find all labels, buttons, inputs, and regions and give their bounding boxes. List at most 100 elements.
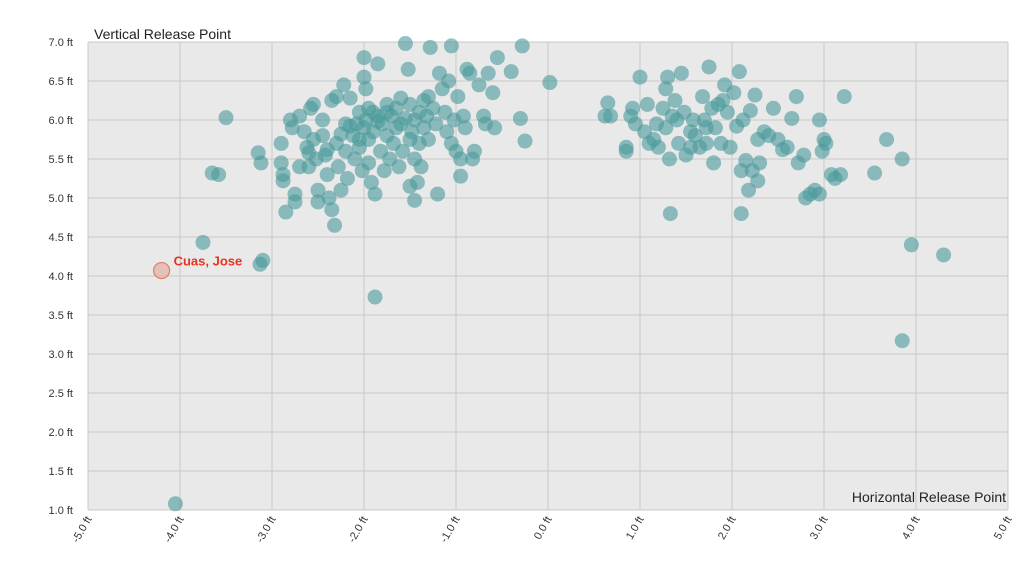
data-point[interactable] (894, 151, 910, 167)
data-point[interactable] (722, 139, 738, 155)
data-point[interactable] (356, 69, 372, 85)
data-point[interactable] (683, 139, 699, 155)
data-point[interactable] (639, 96, 655, 112)
data-point[interactable] (342, 90, 358, 106)
data-point[interactable] (489, 50, 505, 66)
data-point[interactable] (453, 168, 469, 184)
data-point[interactable] (457, 120, 473, 136)
data-point[interactable] (397, 36, 413, 52)
data-point[interactable] (218, 110, 234, 126)
data-point[interactable] (788, 89, 804, 105)
data-point[interactable] (632, 69, 648, 85)
data-point[interactable] (517, 133, 533, 149)
data-point[interactable] (211, 167, 227, 183)
data-point[interactable] (453, 151, 469, 167)
data-point[interactable] (811, 112, 827, 128)
data-point[interactable] (253, 155, 269, 171)
data-point[interactable] (658, 81, 674, 97)
data-point[interactable] (409, 174, 425, 190)
data-point[interactable] (305, 96, 321, 112)
data-point[interactable] (503, 64, 519, 80)
data-point[interactable] (903, 237, 919, 253)
data-point[interactable] (428, 116, 444, 132)
data-point[interactable] (339, 171, 355, 186)
data-point[interactable] (480, 65, 496, 81)
data-point[interactable] (328, 89, 344, 105)
data-point[interactable] (416, 120, 432, 136)
data-point[interactable] (514, 38, 530, 54)
data-point[interactable] (395, 143, 411, 159)
data-point[interactable] (450, 89, 466, 105)
data-point[interactable] (779, 139, 795, 155)
data-point[interactable] (284, 120, 300, 136)
data-point[interactable] (167, 496, 183, 512)
data-point[interactable] (315, 128, 331, 144)
data-point[interactable] (301, 145, 317, 161)
data-point[interactable] (370, 114, 386, 130)
data-point[interactable] (367, 289, 383, 305)
data-point[interactable] (833, 167, 849, 183)
data-point[interactable] (441, 73, 457, 89)
data-point[interactable] (400, 61, 416, 77)
data-point[interactable] (443, 38, 459, 54)
data-point[interactable] (466, 143, 482, 159)
data-point[interactable] (315, 112, 331, 128)
data-point[interactable] (370, 56, 386, 72)
data-point[interactable] (685, 112, 701, 128)
data-point[interactable] (330, 159, 346, 175)
data-point[interactable] (658, 120, 674, 136)
data-point[interactable] (471, 77, 487, 93)
data-point[interactable] (650, 139, 666, 155)
data-point[interactable] (784, 110, 800, 126)
data-point[interactable] (719, 104, 735, 120)
data-point[interactable] (407, 192, 423, 208)
data-point[interactable] (747, 87, 763, 103)
data-point[interactable] (661, 151, 677, 167)
data-point[interactable] (879, 132, 895, 147)
data-point[interactable] (662, 206, 678, 222)
data-point[interactable] (741, 182, 757, 198)
data-point[interactable] (698, 135, 714, 151)
data-point[interactable] (333, 182, 349, 198)
data-point[interactable] (667, 93, 683, 108)
data-point[interactable] (367, 186, 383, 202)
data-point[interactable] (404, 124, 420, 140)
data-point[interactable] (324, 202, 340, 218)
data-point[interactable] (701, 59, 717, 75)
data-point[interactable] (363, 174, 379, 190)
data-point[interactable] (673, 65, 689, 81)
data-point[interactable] (731, 64, 747, 80)
data-point[interactable] (894, 333, 910, 349)
data-point[interactable] (750, 132, 766, 147)
data-point[interactable] (430, 186, 446, 202)
data-point[interactable] (356, 50, 372, 66)
data-point[interactable] (319, 167, 335, 183)
data-point[interactable] (361, 100, 377, 116)
data-point[interactable] (413, 159, 429, 175)
data-point[interactable] (603, 108, 619, 124)
data-point[interactable] (351, 132, 367, 147)
data-point[interactable] (361, 155, 377, 171)
data-point[interactable] (936, 247, 952, 263)
data-point[interactable] (462, 65, 478, 81)
data-point[interactable] (425, 100, 441, 116)
data-point[interactable] (439, 124, 455, 140)
data-point[interactable] (336, 77, 352, 93)
data-point[interactable] (818, 135, 834, 151)
data-point[interactable] (726, 85, 742, 101)
data-point[interactable] (542, 75, 558, 91)
data-point[interactable] (273, 135, 289, 151)
data-point[interactable] (752, 155, 768, 171)
data-point[interactable] (867, 165, 883, 181)
data-point[interactable] (347, 151, 363, 167)
data-point[interactable] (512, 110, 528, 126)
data-point[interactable] (333, 126, 349, 142)
data-point[interactable] (742, 103, 758, 119)
data-point[interactable] (273, 155, 289, 171)
data-point[interactable] (715, 93, 731, 108)
data-point[interactable] (687, 128, 703, 144)
data-point[interactable] (422, 39, 438, 55)
data-point[interactable] (618, 143, 634, 159)
highlight-point[interactable] (153, 261, 171, 280)
data-point[interactable] (811, 186, 827, 202)
